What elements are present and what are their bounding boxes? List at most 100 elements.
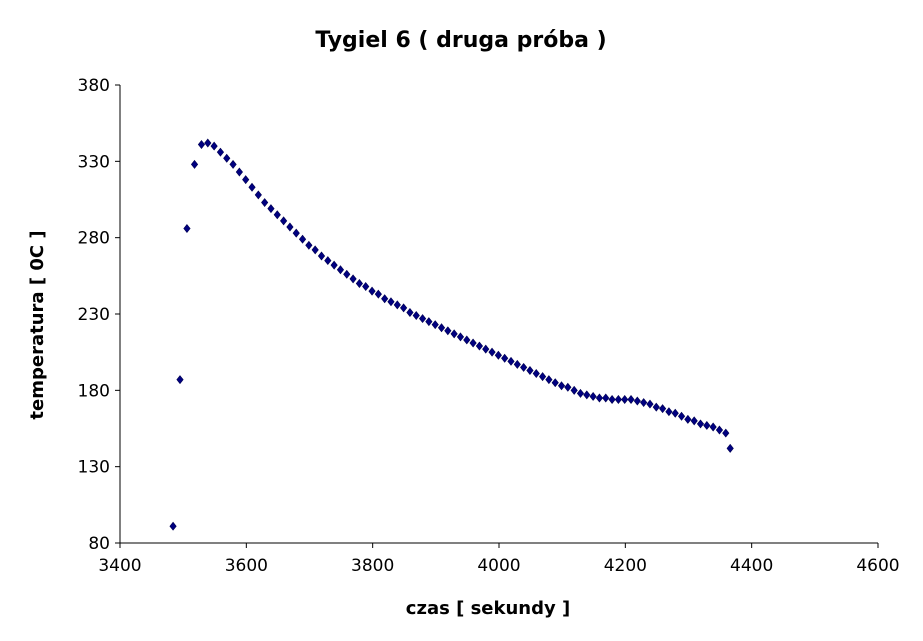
data-point bbox=[223, 153, 231, 163]
data-point bbox=[183, 224, 191, 233]
x-tick-label: 3400 bbox=[98, 556, 141, 576]
data-point bbox=[317, 251, 326, 261]
data-point bbox=[261, 198, 269, 208]
x-axis-label: czas [ sekundy ] bbox=[406, 598, 570, 619]
data-point bbox=[520, 362, 528, 372]
data-point bbox=[513, 359, 521, 369]
data-point bbox=[621, 395, 629, 404]
x-tick-label: 3800 bbox=[351, 556, 394, 576]
data-point bbox=[589, 391, 597, 401]
data-point bbox=[709, 422, 717, 432]
data-point bbox=[659, 404, 667, 414]
y-tick-label: 380 bbox=[78, 76, 110, 96]
data-point bbox=[595, 393, 604, 403]
data-point bbox=[412, 311, 420, 321]
data-point bbox=[665, 407, 673, 417]
y-tick-label: 80 bbox=[88, 534, 110, 554]
data-point bbox=[469, 338, 477, 348]
data-point bbox=[463, 335, 471, 345]
data-point bbox=[532, 369, 540, 379]
x-tick-label: 4600 bbox=[856, 556, 899, 576]
data-point bbox=[684, 414, 692, 424]
data-point bbox=[431, 320, 439, 330]
data-point bbox=[677, 411, 686, 421]
data-point bbox=[349, 274, 357, 284]
data-point bbox=[286, 222, 294, 232]
data-point bbox=[190, 159, 199, 169]
data-point bbox=[406, 307, 414, 317]
data-point bbox=[494, 350, 502, 360]
data-point bbox=[292, 228, 300, 238]
data-point bbox=[726, 443, 734, 453]
x-tick-label: 3600 bbox=[225, 556, 268, 576]
data-point bbox=[633, 396, 641, 406]
data-point bbox=[400, 303, 408, 313]
data-point bbox=[210, 141, 218, 151]
tick-labels: 80 130 180 230 280 330 380 3400 3600 3800 4000 4200… bbox=[78, 76, 900, 576]
y-tick-label: 230 bbox=[78, 305, 110, 325]
x-tick-label: 4400 bbox=[730, 556, 773, 576]
chart-title: Tygiel 6 ( druga próba ) bbox=[315, 28, 606, 53]
data-point bbox=[336, 265, 345, 275]
data-point bbox=[254, 190, 262, 200]
data-point bbox=[570, 385, 578, 395]
data-point bbox=[216, 147, 225, 157]
data-points bbox=[169, 138, 734, 531]
data-point bbox=[722, 428, 730, 438]
data-point bbox=[482, 344, 490, 354]
data-point bbox=[539, 372, 547, 382]
data-point bbox=[450, 329, 458, 339]
data-point bbox=[418, 314, 427, 324]
data-point bbox=[204, 138, 212, 148]
data-point bbox=[475, 341, 484, 351]
data-point bbox=[242, 175, 250, 185]
data-point bbox=[197, 140, 206, 150]
y-axis-label: temperatura [ 0C ] bbox=[27, 230, 48, 419]
data-point bbox=[608, 395, 616, 404]
data-point bbox=[696, 419, 705, 429]
data-point bbox=[425, 317, 433, 327]
data-point bbox=[311, 245, 319, 255]
data-point bbox=[545, 375, 553, 385]
data-point bbox=[267, 204, 275, 214]
data-point bbox=[507, 356, 515, 366]
axes bbox=[119, 85, 878, 544]
data-point bbox=[387, 297, 395, 307]
data-point bbox=[343, 269, 351, 279]
data-point bbox=[671, 408, 679, 418]
data-point bbox=[235, 167, 243, 177]
data-point bbox=[703, 420, 711, 430]
data-point bbox=[551, 378, 559, 388]
y-tick-label: 280 bbox=[78, 229, 110, 249]
data-point bbox=[583, 390, 591, 400]
data-point bbox=[330, 260, 338, 270]
data-point bbox=[501, 353, 509, 363]
data-point bbox=[273, 210, 281, 220]
data-point bbox=[305, 240, 313, 250]
data-point bbox=[381, 294, 389, 304]
x-tick-label: 4000 bbox=[477, 556, 520, 576]
data-point bbox=[526, 366, 534, 375]
data-point bbox=[229, 159, 237, 169]
y-tick-label: 130 bbox=[78, 458, 110, 478]
data-point bbox=[488, 347, 496, 357]
data-point bbox=[627, 395, 635, 404]
data-point bbox=[557, 381, 566, 391]
data-point bbox=[169, 521, 177, 531]
data-point bbox=[614, 395, 622, 404]
data-point bbox=[374, 289, 382, 299]
data-point bbox=[640, 398, 648, 408]
y-tick-label: 330 bbox=[78, 152, 110, 172]
data-point bbox=[690, 416, 698, 426]
data-point bbox=[368, 286, 376, 296]
data-point bbox=[715, 425, 724, 435]
data-point bbox=[248, 182, 256, 192]
data-point bbox=[602, 393, 610, 403]
data-point bbox=[393, 300, 401, 310]
x-tick-label: 4200 bbox=[604, 556, 647, 576]
data-point bbox=[176, 375, 184, 385]
y-tick-label: 180 bbox=[78, 381, 110, 401]
data-point bbox=[298, 234, 307, 244]
data-point bbox=[280, 216, 288, 226]
